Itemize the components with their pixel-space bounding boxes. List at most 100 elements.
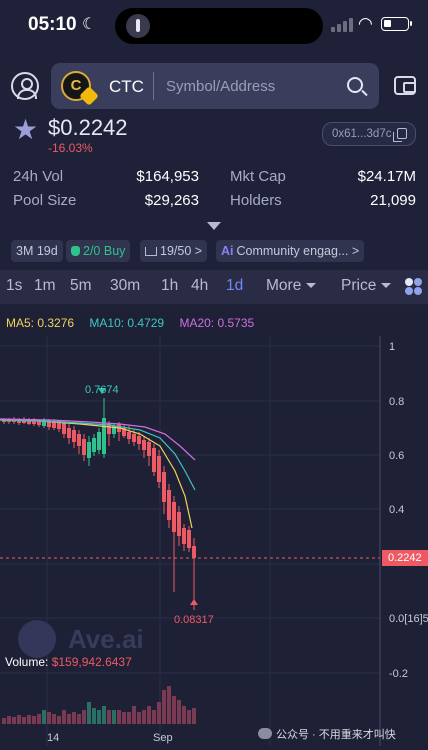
user-icon[interactable] bbox=[11, 72, 39, 100]
volume-bar bbox=[182, 706, 186, 724]
star-icon[interactable]: ★ bbox=[13, 114, 39, 145]
volume-bar bbox=[72, 712, 76, 724]
y-tick-label: -0.2 bbox=[389, 668, 408, 680]
volume-bar bbox=[57, 716, 61, 724]
chevron-down-icon bbox=[306, 283, 317, 288]
more-dropdown[interactable]: More bbox=[266, 277, 317, 295]
rank-chip[interactable]: 19/50 > bbox=[140, 240, 208, 262]
buy-chip[interactable]: 2/0 Buy bbox=[66, 240, 131, 262]
y-tick-label: 0.6 bbox=[389, 450, 405, 462]
candle-body bbox=[137, 436, 141, 444]
candle-body bbox=[97, 432, 101, 450]
tab-1m[interactable]: 1m bbox=[34, 277, 56, 294]
copy-icon[interactable] bbox=[393, 128, 407, 142]
expand-stats-icon[interactable] bbox=[207, 222, 221, 230]
tab-1h[interactable]: 1h bbox=[161, 277, 179, 294]
search-icon[interactable] bbox=[347, 77, 363, 93]
tab-1s[interactable]: 1s bbox=[6, 277, 23, 294]
tab-5m[interactable]: 5m bbox=[70, 277, 92, 294]
ma20-value: MA20: 0.5735 bbox=[179, 316, 255, 330]
volume-bar bbox=[62, 710, 66, 724]
volume-bar bbox=[137, 712, 141, 724]
volume-value: $159,942.6437 bbox=[51, 655, 132, 669]
chart-settings-icon[interactable] bbox=[405, 278, 423, 296]
ma20-line bbox=[0, 418, 196, 461]
candle-body bbox=[132, 434, 136, 442]
crown-icon bbox=[145, 247, 157, 256]
stat-value: $29,263 bbox=[144, 192, 199, 209]
low-price-label: 0.08317 bbox=[174, 614, 214, 626]
ma10-value: MA10: 0.4729 bbox=[89, 316, 165, 330]
candle-body bbox=[62, 423, 66, 434]
ave-logo-icon bbox=[18, 620, 56, 658]
divider bbox=[153, 72, 154, 100]
volume-bar bbox=[177, 700, 181, 724]
stat-label: Holders bbox=[230, 192, 282, 209]
age-text: 3M 19d bbox=[16, 244, 58, 258]
candle-body bbox=[32, 419, 36, 424]
volume-bar bbox=[162, 690, 166, 724]
volume-bar bbox=[152, 710, 156, 724]
candle-body bbox=[2, 420, 6, 422]
volume-bar bbox=[17, 715, 21, 724]
search-bar[interactable]: C CTC bbox=[51, 63, 379, 109]
status-time: 05:10 bbox=[28, 14, 77, 35]
address-pill[interactable]: 0x61...3d7c bbox=[322, 122, 416, 146]
volume-bar bbox=[127, 712, 131, 724]
x-tick-label: 14 bbox=[47, 732, 60, 744]
stat-label: 24h Vol bbox=[13, 168, 64, 185]
volume-bar bbox=[192, 708, 196, 724]
volume-bar bbox=[82, 710, 86, 724]
volume-bar bbox=[157, 702, 161, 724]
buy-ratio: 2/0 bbox=[83, 244, 101, 258]
token-logo-icon: C bbox=[61, 71, 91, 101]
wechat-text: 公众号 · 不用重来才叫快 bbox=[276, 729, 396, 741]
volume-bar bbox=[12, 717, 16, 724]
stat-holders: Holders 21,099 bbox=[230, 192, 416, 212]
ai-icon: Ai bbox=[221, 244, 234, 258]
candlestick-chart[interactable]: MA5: 0.3276 MA10: 0.4729 MA20: 0.5735 1 … bbox=[0, 306, 428, 750]
candle-body bbox=[177, 512, 181, 536]
community-chip[interactable]: Ai Community engag... > bbox=[216, 240, 365, 262]
candle-body bbox=[52, 421, 56, 428]
current-price-tag: 0.2242 bbox=[382, 550, 428, 566]
candle-body bbox=[92, 438, 96, 452]
price-dropdown[interactable]: Price bbox=[341, 277, 392, 295]
token-price: $0.2242 bbox=[48, 115, 128, 140]
ma-legend: MA5: 0.3276 MA10: 0.4729 MA20: 0.5735 bbox=[6, 316, 266, 330]
flashlight-icon bbox=[126, 14, 150, 38]
interval-tabs: 1s 1m 5m 30m 1h 4h 1d More Price bbox=[0, 270, 428, 304]
candle-body bbox=[152, 448, 156, 472]
stat-label: Pool Size bbox=[13, 192, 77, 209]
volume-bar bbox=[117, 710, 121, 724]
candle-body bbox=[172, 502, 176, 532]
volume-bar bbox=[167, 686, 171, 724]
candle-body bbox=[187, 530, 191, 548]
candle-body bbox=[192, 546, 196, 558]
search-input[interactable] bbox=[166, 74, 336, 98]
stat-value: $24.17M bbox=[357, 168, 416, 185]
candle-body bbox=[27, 420, 31, 424]
volume-bar bbox=[147, 706, 151, 724]
volume-bar bbox=[92, 708, 96, 724]
stat-mkt-cap: Mkt Cap $24.17M bbox=[230, 168, 416, 188]
chevron-right-icon: > bbox=[351, 244, 360, 258]
stat-pool-size: Pool Size $29,263 bbox=[13, 192, 199, 212]
candle-body bbox=[112, 426, 116, 434]
age-chip[interactable]: 3M 19d bbox=[11, 240, 63, 262]
candle-body bbox=[72, 430, 76, 442]
volume-bar bbox=[172, 696, 176, 724]
x-tick-label: Sep bbox=[153, 732, 173, 744]
candle-body bbox=[147, 442, 151, 456]
wallet-icon[interactable] bbox=[394, 76, 416, 95]
y-tick-label: 0.4 bbox=[389, 504, 405, 516]
volume-bar bbox=[102, 706, 106, 724]
volume-bar bbox=[67, 714, 71, 724]
tab-1d[interactable]: 1d bbox=[226, 277, 244, 294]
battery-icon bbox=[381, 17, 412, 31]
tab-4h[interactable]: 4h bbox=[191, 277, 209, 294]
token-symbol[interactable]: CTC bbox=[109, 77, 144, 96]
price-row: ★ $0.2242 -16.03% 0x61...3d7c bbox=[0, 112, 428, 160]
tab-30m[interactable]: 30m bbox=[110, 277, 141, 294]
volume-label: Volume: $159,942.6437 bbox=[5, 655, 132, 669]
